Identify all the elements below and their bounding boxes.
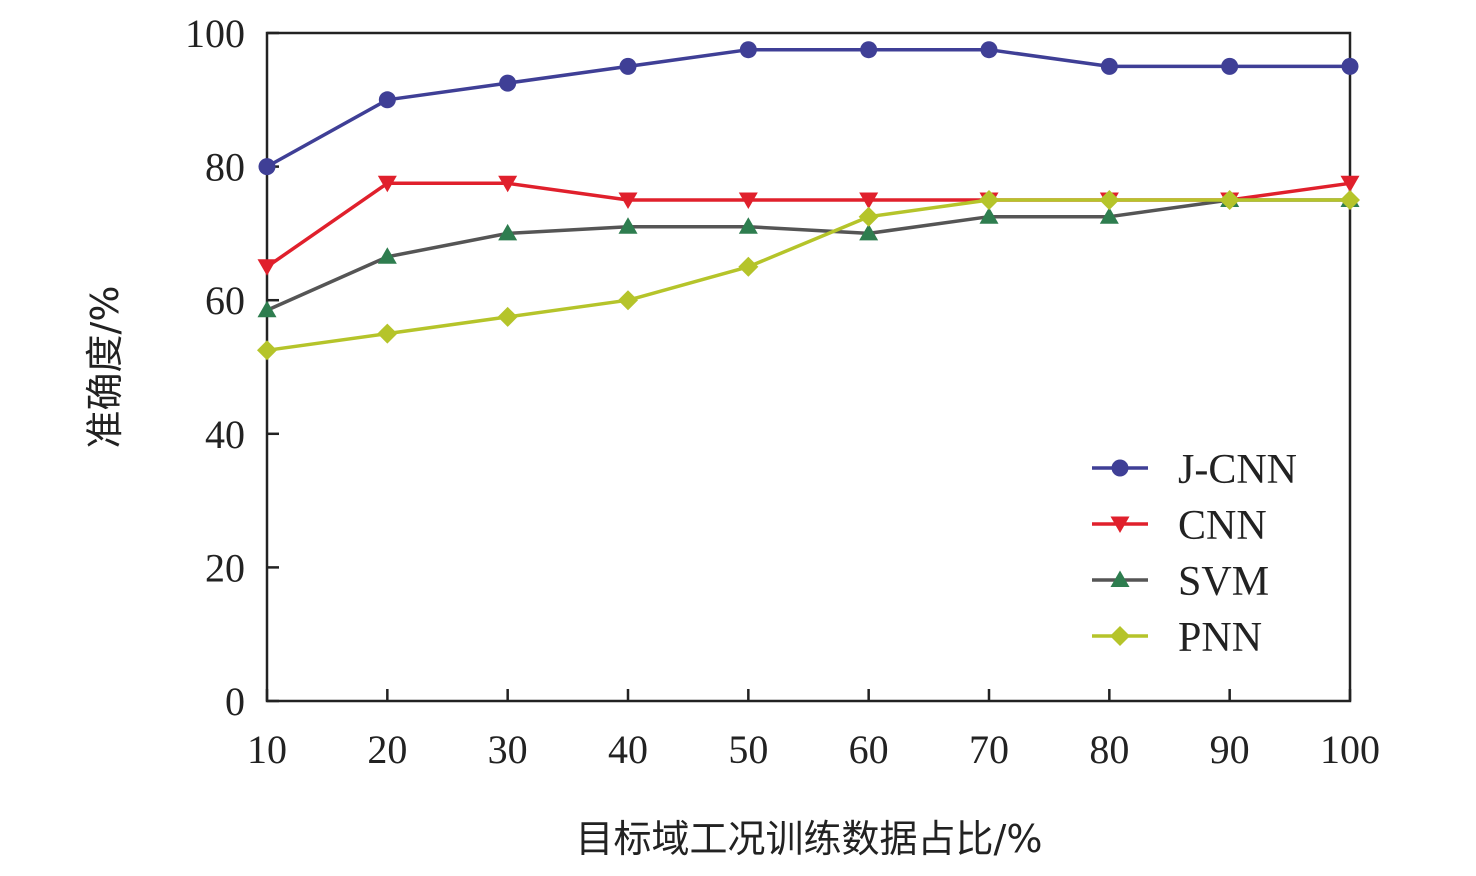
y-tick-label: 40 (205, 412, 245, 457)
y-tick-label: 80 (205, 145, 245, 190)
legend-label: PNN (1178, 615, 1262, 661)
y-tick-label: 0 (225, 679, 245, 724)
data-point-j-cnn (499, 74, 517, 92)
data-point-pnn (1340, 190, 1360, 210)
data-point-j-cnn (860, 41, 878, 59)
data-point-pnn (738, 256, 759, 277)
x-tick-label: 10 (247, 727, 287, 772)
data-point-j-cnn (1341, 57, 1359, 75)
data-point-pnn (257, 340, 277, 361)
series-line-pnn (266, 198, 1350, 353)
legend-swatch-marker (1110, 626, 1130, 646)
x-tick-label: 20 (367, 727, 407, 772)
legend-item-j-cnn: J-CNN (1092, 447, 1297, 493)
data-point-cnn (859, 192, 879, 209)
data-point-svm (1099, 207, 1119, 224)
x-tick-label: 90 (1210, 727, 1250, 772)
x-tick-label: 40 (608, 727, 648, 772)
data-point-cnn (738, 192, 758, 209)
legend: J-CNN CNN SVM PNN (1092, 447, 1297, 661)
data-point-svm (979, 207, 999, 224)
y-tick-label: 60 (205, 278, 245, 323)
ticks-layer: 10 20 30 40 50 60 70 80 90 100 0 20 40 60 80 100 (185, 11, 1380, 772)
legend-label: CNN (1178, 503, 1267, 549)
data-point-svm (377, 247, 397, 264)
data-point-cnn (498, 175, 518, 193)
x-tick-label: 30 (488, 727, 528, 772)
data-point-svm (618, 217, 638, 234)
data-point-pnn (377, 323, 398, 344)
data-point-pnn (1219, 190, 1240, 210)
legend-swatch-marker (1110, 516, 1130, 533)
x-tick-label: 60 (849, 727, 889, 772)
data-point-pnn (618, 290, 638, 311)
x-tick-label: 50 (728, 727, 768, 772)
legend-item-cnn: CNN (1092, 503, 1267, 549)
data-point-svm (859, 223, 879, 241)
series-svm (257, 190, 1360, 318)
data-point-pnn (858, 206, 879, 227)
series-j-cnn (258, 41, 1359, 176)
x-tick-label: 70 (969, 727, 1009, 772)
data-point-j-cnn (980, 41, 998, 59)
legend-swatch-marker (1110, 570, 1130, 587)
series-cnn (257, 175, 1360, 276)
legend-label: J-CNN (1178, 447, 1297, 493)
data-point-j-cnn (1100, 57, 1118, 75)
series-line-svm (266, 198, 1350, 312)
data-point-pnn (497, 306, 518, 327)
legend-item-svm: SVM (1092, 559, 1269, 605)
data-point-j-cnn (739, 41, 757, 59)
data-point-cnn (377, 175, 397, 193)
data-point-svm (498, 223, 518, 241)
y-tick-label: 100 (185, 11, 245, 56)
legend-label: SVM (1178, 559, 1269, 605)
plot-area-frame (265, 31, 1352, 703)
data-point-cnn (257, 259, 277, 276)
series-line-j-cnn (266, 47, 1350, 169)
series-pnn (257, 190, 1360, 361)
legend-item-pnn: PNN (1092, 615, 1262, 661)
data-point-cnn (1340, 175, 1360, 193)
data-point-svm (738, 217, 758, 234)
legend-swatch-marker (1111, 459, 1129, 477)
y-tick-label: 20 (205, 545, 245, 590)
data-point-svm (257, 300, 277, 318)
data-point-j-cnn (1221, 57, 1239, 75)
x-tick-label: 80 (1089, 727, 1129, 772)
data-point-pnn (1099, 190, 1120, 210)
series-line-cnn (266, 181, 1351, 269)
data-point-j-cnn (378, 91, 396, 109)
y-axis-title: 准确度/% (83, 286, 127, 449)
data-point-cnn (618, 192, 638, 209)
x-tick-label: 100 (1320, 727, 1380, 772)
data-point-j-cnn (619, 57, 637, 75)
data-point-j-cnn (258, 158, 276, 176)
x-axis-title: 目标域工况训练数据占比/% (576, 817, 1043, 861)
data-point-pnn (979, 190, 999, 210)
series-layer (257, 41, 1360, 361)
